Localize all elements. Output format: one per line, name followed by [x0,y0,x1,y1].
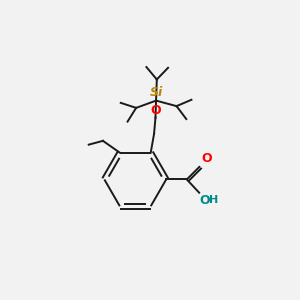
Text: O: O [201,152,212,165]
Text: O: O [200,194,210,207]
Text: H: H [208,195,218,205]
Text: O: O [150,103,161,116]
Text: Si: Si [149,86,163,99]
